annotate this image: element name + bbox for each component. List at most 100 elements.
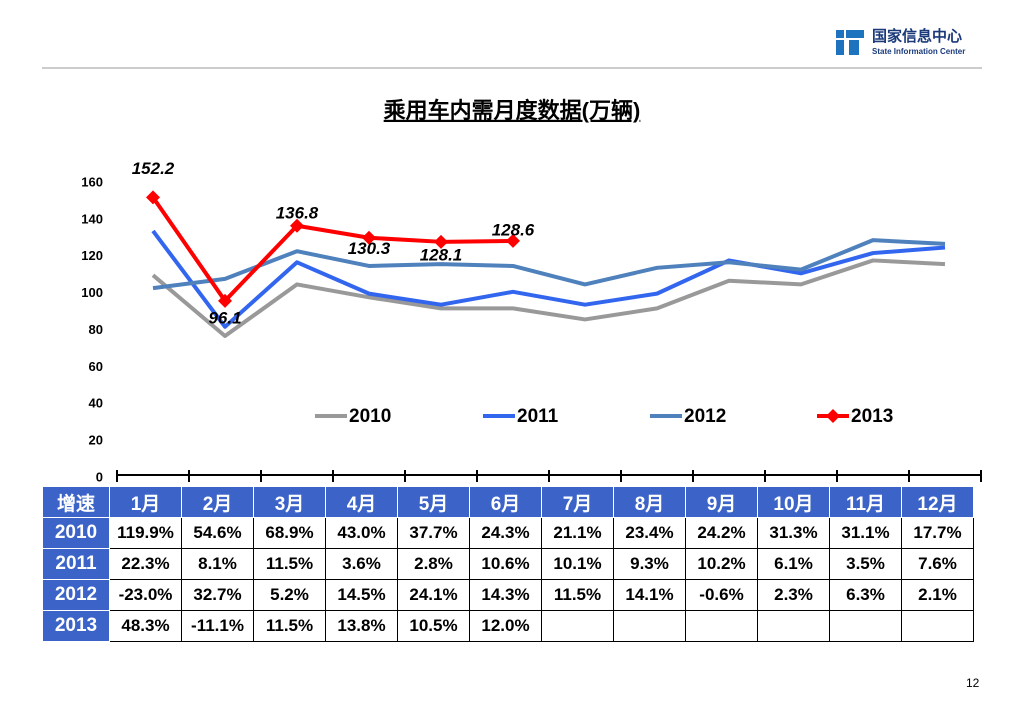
cell bbox=[541, 610, 614, 642]
cell: 5.2% bbox=[253, 579, 326, 611]
cell: 3.5% bbox=[829, 548, 902, 580]
cell: 31.1% bbox=[829, 517, 902, 549]
cell: -0.6% bbox=[685, 579, 758, 611]
point-marker bbox=[434, 234, 448, 249]
cell: 24.2% bbox=[685, 517, 758, 549]
y-tick-label: 60 bbox=[89, 359, 103, 374]
y-tick-label: 100 bbox=[81, 285, 103, 300]
y-tick-label: 20 bbox=[89, 433, 103, 448]
row-label: 2011 bbox=[42, 548, 110, 580]
row-label: 2012 bbox=[42, 579, 110, 611]
y-tick-label: 80 bbox=[89, 322, 103, 337]
header-cell: 12月 bbox=[901, 486, 974, 518]
cell: 13.8% bbox=[325, 610, 398, 642]
cell: 3.6% bbox=[325, 548, 398, 580]
cell: 11.5% bbox=[253, 610, 326, 642]
cell: 10.2% bbox=[685, 548, 758, 580]
cell: 14.5% bbox=[325, 579, 398, 611]
cell: 54.6% bbox=[181, 517, 254, 549]
header-cell: 7月 bbox=[541, 486, 614, 518]
row: 2010 119.9% 54.6% 68.9% 43.0% 37.7% 24.3% 21.1%… bbox=[42, 517, 974, 549]
y-tick-label: 40 bbox=[89, 396, 103, 411]
y-tick-label: 120 bbox=[81, 248, 103, 263]
cell bbox=[757, 610, 830, 642]
data-label: 96.1 bbox=[208, 308, 241, 327]
logo-block bbox=[849, 40, 859, 55]
cell: 7.6% bbox=[901, 548, 974, 580]
point-marker bbox=[506, 233, 520, 248]
cell: 119.9% bbox=[109, 517, 182, 549]
cell: 2.1% bbox=[901, 579, 974, 611]
cell: 68.9% bbox=[253, 517, 326, 549]
cell bbox=[613, 610, 686, 642]
cell bbox=[829, 610, 902, 642]
logo-block bbox=[836, 30, 844, 38]
data-label: 152.2 bbox=[132, 159, 175, 178]
header-cell: 9月 bbox=[685, 486, 758, 518]
org-en: State Information Center bbox=[872, 47, 965, 56]
series-line bbox=[151, 258, 946, 339]
cell: 2.3% bbox=[757, 579, 830, 611]
cell: 6.3% bbox=[829, 579, 902, 611]
cell: 10.6% bbox=[469, 548, 542, 580]
y-tick-label: 140 bbox=[81, 211, 103, 226]
series-line bbox=[151, 196, 514, 303]
cell: 10.1% bbox=[541, 548, 614, 580]
cell: 24.3% bbox=[469, 517, 542, 549]
header-cell: 10月 bbox=[757, 486, 830, 518]
row: 2013 48.3% -11.1% 11.5% 13.8% 10.5% 12.0% bbox=[42, 610, 974, 642]
corner-cell: 增速 bbox=[42, 486, 110, 518]
row-label: 2010 bbox=[42, 517, 110, 549]
header-cell: 3月 bbox=[253, 486, 326, 518]
cell bbox=[685, 610, 758, 642]
cell: 43.0% bbox=[325, 517, 398, 549]
legend-marker bbox=[826, 409, 840, 423]
page-number: 12 bbox=[966, 676, 980, 690]
cell: 14.1% bbox=[613, 579, 686, 611]
cell: 2.8% bbox=[397, 548, 470, 580]
series-line bbox=[152, 238, 946, 291]
cell: 9.3% bbox=[613, 548, 686, 580]
series-line bbox=[151, 229, 946, 329]
table: 增速 1月 2月 3月 4月 5月 6月 7月 8月 9月 10月 11月 12月 2010 119.9% 5… bbox=[42, 486, 974, 642]
cell: 23.4% bbox=[613, 517, 686, 549]
data-label: 136.8 bbox=[276, 203, 319, 222]
point-marker bbox=[146, 190, 160, 205]
legend-label: 2013 bbox=[851, 406, 893, 427]
logo-block bbox=[836, 40, 844, 55]
header-cell: 5月 bbox=[397, 486, 470, 518]
legend-label: 2012 bbox=[684, 406, 726, 427]
cell: 11.5% bbox=[253, 548, 326, 580]
cell: 11.5% bbox=[541, 579, 614, 611]
cell: -11.1% bbox=[181, 610, 254, 642]
cell: 12.0% bbox=[469, 610, 542, 642]
row-label: 2013 bbox=[42, 610, 110, 642]
cell bbox=[901, 610, 974, 642]
data-label: 128.6 bbox=[492, 220, 535, 239]
logo-block bbox=[846, 30, 864, 38]
cell: 21.1% bbox=[541, 517, 614, 549]
cell: 48.3% bbox=[109, 610, 182, 642]
cell: 14.3% bbox=[469, 579, 542, 611]
cell: 22.3% bbox=[109, 548, 182, 580]
point-marker bbox=[362, 230, 376, 245]
header-cell: 6月 bbox=[469, 486, 542, 518]
header-cell: 2月 bbox=[181, 486, 254, 518]
cell: 17.7% bbox=[901, 517, 974, 549]
data-label: 130.3 bbox=[348, 239, 391, 258]
cell: 10.5% bbox=[397, 610, 470, 642]
legend-label: 2010 bbox=[349, 406, 391, 427]
cell: 6.1% bbox=[757, 548, 830, 580]
header-row: 增速 1月 2月 3月 4月 5月 6月 7月 8月 9月 10月 11月 12月 bbox=[42, 486, 974, 518]
row: 2011 22.3% 8.1% 11.5% 3.6% 2.8% 10.6% 10.1% 9.3%… bbox=[42, 548, 974, 580]
cell: 31.3% bbox=[757, 517, 830, 549]
cell: 37.7% bbox=[397, 517, 470, 549]
row: 2012 -23.0% 32.7% 5.2% 14.5% 24.1% 14.3% 11.5% 1… bbox=[42, 579, 974, 611]
y-tick-label: 160 bbox=[81, 174, 103, 189]
y-tick-label: 0 bbox=[96, 469, 103, 484]
cell: 8.1% bbox=[181, 548, 254, 580]
cell: -23.0% bbox=[109, 579, 182, 611]
legend-label: 2011 bbox=[517, 406, 559, 427]
